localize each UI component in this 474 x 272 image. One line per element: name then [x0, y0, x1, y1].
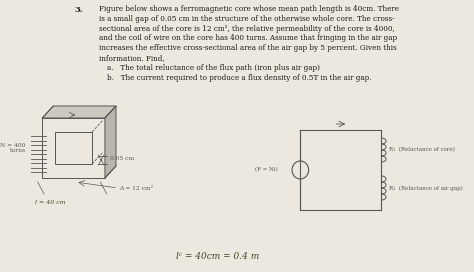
Polygon shape [42, 106, 116, 118]
Text: A = 12 cm²: A = 12 cm² [119, 186, 153, 190]
Text: information. Find,: information. Find, [100, 54, 165, 62]
Text: (F = Ni): (F = Ni) [255, 168, 278, 172]
Text: l = 40 cm: l = 40 cm [35, 200, 65, 205]
Polygon shape [105, 106, 116, 178]
Text: sectional area of the core is 12 cm², the relative permeability of the core is 4: sectional area of the core is 12 cm², th… [100, 24, 395, 33]
Text: R₁  (Reluctance of core): R₁ (Reluctance of core) [389, 147, 455, 153]
Text: and the coil of wire on the core has 400 turns. Assume that fringing in the air : and the coil of wire on the core has 400… [100, 34, 398, 42]
Circle shape [292, 161, 309, 179]
Text: lᶜ = 40cm = 0.4 m: lᶜ = 40cm = 0.4 m [176, 252, 259, 261]
Text: 0.05 cm: 0.05 cm [110, 156, 135, 162]
Text: b.   The current required to produce a flux density of 0.5T in the air gap.: b. The current required to produce a flu… [107, 74, 371, 82]
Text: Figure below shows a ferromagnetic core whose mean path length is 40cm. There: Figure below shows a ferromagnetic core … [100, 5, 400, 13]
Text: N = 400
turns: N = 400 turns [0, 143, 26, 153]
Text: increases the effective cross-sectional area of the air gap by 5 percent. Given : increases the effective cross-sectional … [100, 44, 397, 52]
Text: R₂  (Reluctance of air gap): R₂ (Reluctance of air gap) [389, 185, 463, 191]
Text: is a small gap of 0.05 cm in the structure of the otherwise whole core. The cros: is a small gap of 0.05 cm in the structu… [100, 15, 395, 23]
Text: a.   The total reluctance of the flux path (iron plus air gap): a. The total reluctance of the flux path… [107, 64, 320, 72]
Text: 3.: 3. [74, 6, 83, 14]
